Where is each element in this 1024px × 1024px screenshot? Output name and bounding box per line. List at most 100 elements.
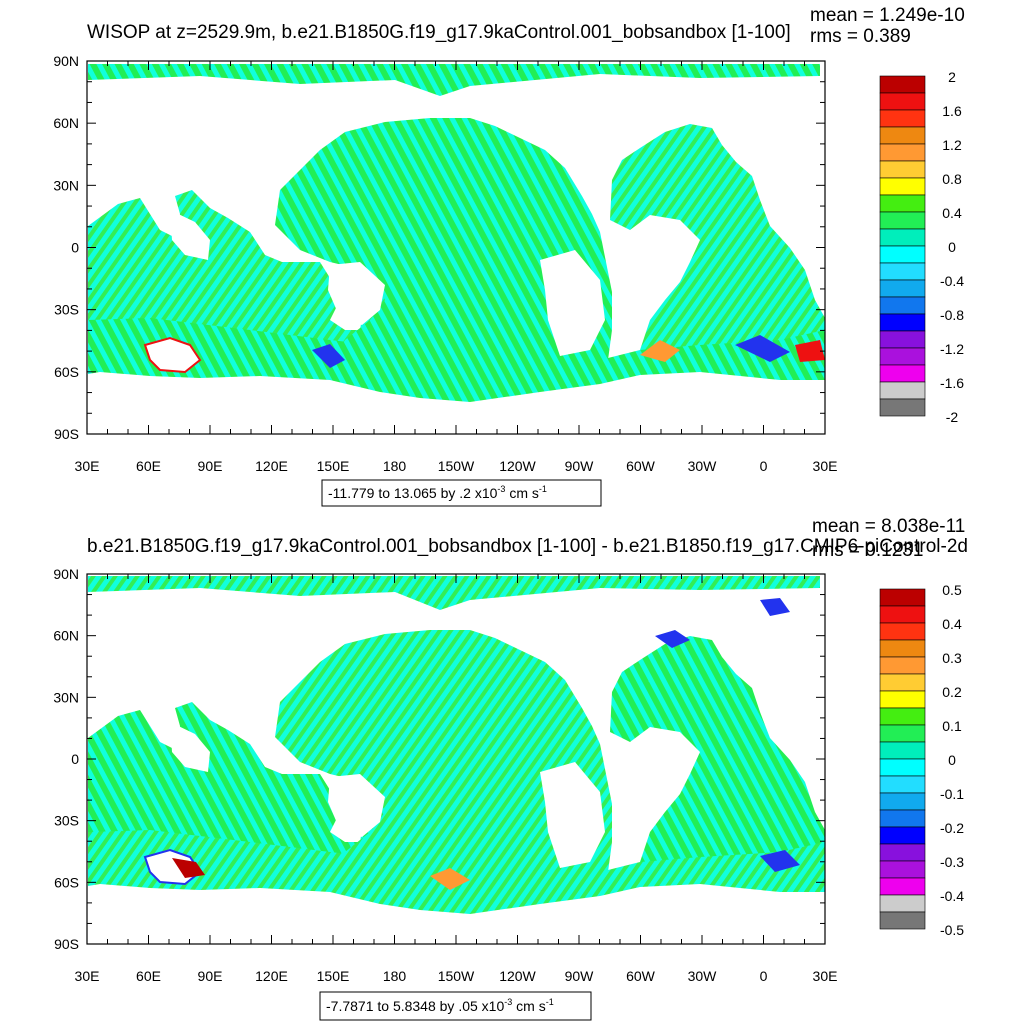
lon-label: 60E <box>136 458 161 474</box>
colorbar-label: -0.2 <box>940 820 964 836</box>
colorbar-swatch <box>879 690 926 709</box>
colorbar-label: 0.8 <box>942 171 962 187</box>
lat-label: 60N <box>53 115 79 131</box>
lon-label: 60E <box>136 968 161 984</box>
panel-1: WISOP at z=2529.9m, b.e21.B1850G.f19_g17… <box>53 5 965 507</box>
ocean-field-2 <box>88 576 825 914</box>
colorbar-label: -0.3 <box>940 854 964 870</box>
colorbar-swatch <box>879 741 926 760</box>
colorbar-swatch <box>879 313 926 332</box>
colorbar-swatch <box>879 245 926 264</box>
map-1-lat-labels: 90N 60N 30N 0 30S 60S 90S <box>53 53 79 442</box>
colorbar-label: -1.6 <box>940 375 964 391</box>
lat-label: 60S <box>54 874 79 890</box>
colorbar-label: 1.6 <box>942 103 962 119</box>
lon-label: 90E <box>198 458 223 474</box>
lat-label: 60N <box>53 628 79 644</box>
colorbar-swatch <box>879 792 926 811</box>
map-1 <box>87 61 825 434</box>
panel-2-rms: rms = 0.1231 <box>812 540 923 561</box>
colorbar-swatch <box>879 911 926 930</box>
colorbar-swatch <box>879 707 926 726</box>
colorbar-label: -2 <box>946 409 959 425</box>
colorbar-swatch <box>879 92 926 111</box>
lon-label: 90W <box>565 458 595 474</box>
lon-label: 30E <box>75 968 100 984</box>
panel-1-title: WISOP at z=2529.9m, b.e21.B1850G.f19_g17… <box>87 22 791 43</box>
colorbar-swatch <box>879 109 926 128</box>
lon-label: 180 <box>383 968 407 984</box>
colorbar-label: -0.1 <box>940 786 964 802</box>
lat-label: 30S <box>54 813 79 829</box>
colorbar-label: -0.4 <box>940 273 964 289</box>
panel-2-title: b.e21.B1850G.f19_g17.9kaControl.001_bobs… <box>87 536 968 557</box>
colorbar-label: 0.4 <box>942 616 962 632</box>
map-2-ticks <box>86 573 826 945</box>
panel-1-range-label: -11.779 to 13.065 by .2 x10-3 cm s-1 <box>328 484 547 501</box>
lat-label: 30S <box>54 302 79 318</box>
lon-label: 60W <box>626 968 656 984</box>
lon-label: 60W <box>626 458 656 474</box>
lon-label: 150E <box>317 458 350 474</box>
lon-label: 30E <box>813 968 838 984</box>
lat-label: 30N <box>53 689 79 705</box>
panel-2: b.e21.B1850G.f19_g17.9kaControl.001_bobs… <box>53 516 968 1021</box>
lon-label: 150W <box>438 968 475 984</box>
colorbar-label: 0.3 <box>942 650 962 666</box>
lon-label: 120E <box>255 458 288 474</box>
lon-label: 180 <box>383 458 407 474</box>
colorbar-swatch <box>879 347 926 366</box>
colorbar-label: 0.4 <box>942 205 962 221</box>
colorbar-label: 0.5 <box>942 582 962 598</box>
colorbar-swatch <box>879 809 926 828</box>
panel-1-range-text: -11.779 to 13.065 by .2 x10 <box>328 485 498 501</box>
panel-2-range-exp: -3 <box>504 997 512 1007</box>
colorbar-swatch <box>879 296 926 315</box>
lon-label: 30E <box>813 458 838 474</box>
map-2-lat-labels: 90N 60N 30N 0 30S 60S 90S <box>53 566 79 952</box>
colorbar-label: 0.1 <box>942 718 962 734</box>
map-2 <box>87 574 825 944</box>
colorbar-label: -0.8 <box>940 307 964 323</box>
ocean-field-1 <box>88 64 825 402</box>
colorbar-1: 2 1.6 1.2 0.8 0.4 0 -0.4 -0.8 -1.2 -1.6 -2 <box>879 69 964 425</box>
colorbar-swatch <box>879 894 926 913</box>
panel-2-range-label: -7.7871 to 5.8348 by .05 x10-3 cm s-1 <box>326 997 554 1014</box>
colorbar-label: 0.2 <box>942 684 962 700</box>
lat-label: 90N <box>53 53 79 69</box>
panel-1-rms: rms = 0.389 <box>810 26 911 47</box>
lat-label: 0 <box>71 240 79 256</box>
panel-2-range-units: cm s <box>512 998 545 1014</box>
colorbar-swatch <box>879 262 926 281</box>
map-1-ticks <box>86 60 826 435</box>
colorbar-swatch <box>879 364 926 383</box>
land-masses-2 <box>170 722 605 868</box>
lon-label: 90E <box>198 968 223 984</box>
lon-label: 30W <box>688 458 718 474</box>
colorbar-label: 2 <box>948 69 956 85</box>
colorbar-label: 1.2 <box>942 137 962 153</box>
lon-label: 150E <box>317 968 350 984</box>
panel-1-range-box <box>321 479 602 507</box>
colorbar-swatch <box>879 279 926 298</box>
colorbar-swatch <box>879 622 926 641</box>
lon-label: 150W <box>438 458 475 474</box>
colorbar-swatch <box>879 330 926 349</box>
lon-label: 0 <box>760 458 768 474</box>
lat-label: 90S <box>54 426 79 442</box>
colorbar-swatch <box>879 194 926 213</box>
colorbar-swatch <box>879 160 926 179</box>
colorbar-swatch <box>879 605 926 624</box>
colorbar-swatch <box>879 211 926 230</box>
colorbar-label: 0 <box>948 239 956 255</box>
lon-label: 120W <box>499 458 536 474</box>
colorbar-swatch <box>879 843 926 862</box>
colorbar-swatch <box>879 877 926 896</box>
colorbar-swatch <box>879 673 926 692</box>
colorbar-swatch <box>879 177 926 196</box>
map-2-lon-labels: 30E 60E 90E 120E 150E 180 150W 120W 90W 60W 30W 0 30… <box>75 968 838 984</box>
colorbar-swatch <box>879 75 926 94</box>
colorbar-label: -0.4 <box>940 888 964 904</box>
panel-1-range-units-exp: -1 <box>539 484 547 494</box>
